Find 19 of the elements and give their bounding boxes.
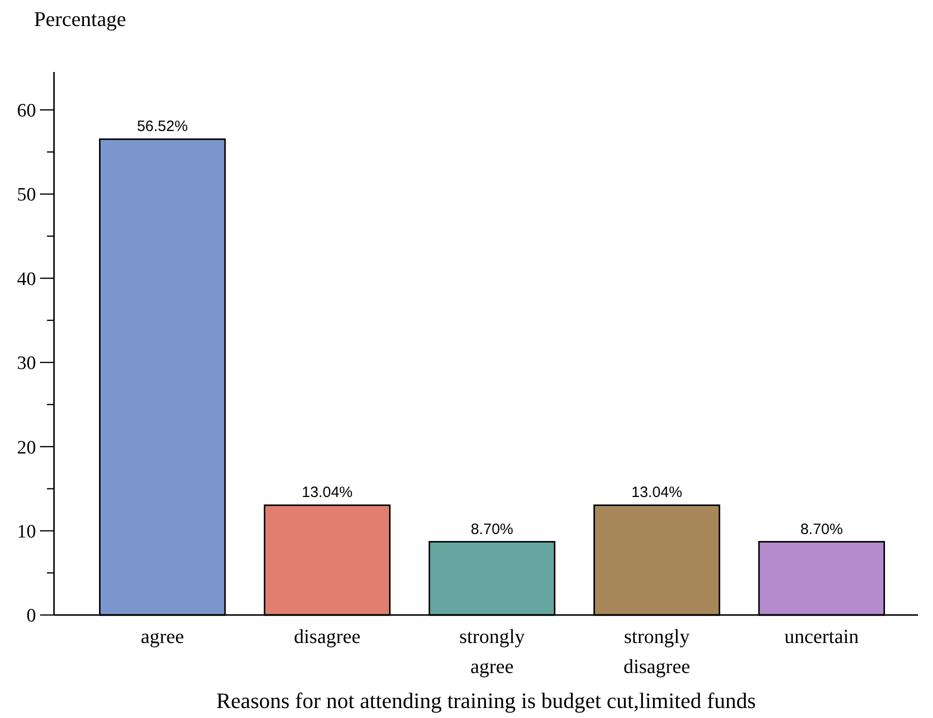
x-tick-label: disagree <box>294 626 361 648</box>
x-tick-label: strongly disagree <box>623 626 690 678</box>
y-tick-label: 50 <box>17 184 36 206</box>
data-label: 8.70% <box>800 520 843 538</box>
y-tick-label: 20 <box>17 437 36 458</box>
x-axis-title: Reasons for not attending training is budget cut,limited funds <box>216 688 756 713</box>
y-tick-label: 0 <box>26 606 36 627</box>
data-label: 8.70% <box>470 520 514 538</box>
y-tick-label: 40 <box>17 268 36 290</box>
data-label: 13.04% <box>302 484 353 502</box>
data-label: 13.04% <box>631 484 682 502</box>
x-tick-label: uncertain <box>784 626 859 648</box>
y-tick-label: 60 <box>17 100 36 122</box>
y-tick-label: 10 <box>17 521 36 542</box>
y-axis-title: Percentage <box>34 7 126 31</box>
x-tick-label: strongly agree <box>459 626 525 678</box>
data-label: 56.52% <box>136 118 188 136</box>
y-tick-label: 30 <box>17 353 36 374</box>
x-tick-label: agree <box>140 626 184 648</box>
